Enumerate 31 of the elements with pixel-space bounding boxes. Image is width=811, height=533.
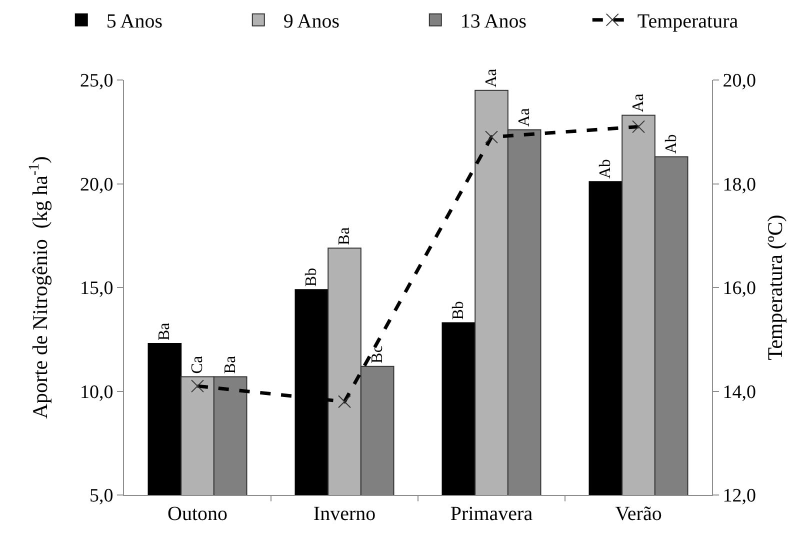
y2-tick-label: 14,0 <box>722 382 756 403</box>
legend-label: Temperatura <box>637 10 738 33</box>
data-label: Bc <box>368 346 386 364</box>
x-tick-label: Verão <box>615 503 662 525</box>
data-label: Ba <box>156 322 174 341</box>
legend-label: 5 Anos <box>106 10 163 33</box>
y2-tick-label: 20,0 <box>722 70 756 92</box>
x-tick-label: Inverno <box>313 503 376 525</box>
y-tick-label: 20,0 <box>80 174 114 196</box>
y2-tick-label: 18,0 <box>722 174 756 196</box>
data-label: Ba <box>222 356 239 374</box>
legend-label: 13 Anos <box>460 10 527 33</box>
data-label: Aa <box>483 68 500 88</box>
y-tick-label: 25,0 <box>80 70 114 92</box>
data-label: Ba <box>336 227 354 246</box>
y2-tick-label: 16,0 <box>722 278 756 300</box>
y-tick-label: 15,0 <box>80 278 114 300</box>
data-label: Bb <box>303 268 320 287</box>
data-label: Aa <box>516 108 533 127</box>
x-tick-label: Primavera <box>450 503 533 525</box>
data-label: Bb <box>450 301 468 320</box>
data-label: Ab <box>597 159 614 179</box>
x-tick-label: Outono <box>168 503 228 525</box>
legend-label: 9 Anos <box>283 10 340 33</box>
data-label: Ab <box>662 134 680 154</box>
y2-axis-title: Temperatura (ºC) <box>763 214 788 360</box>
y2-tick-label: 12,0 <box>722 486 756 507</box>
data-label: Ca <box>189 356 206 374</box>
data-label: Aa <box>630 94 648 112</box>
y-tick-label: 10,0 <box>80 382 114 403</box>
y-tick-label: 5,0 <box>89 486 114 507</box>
